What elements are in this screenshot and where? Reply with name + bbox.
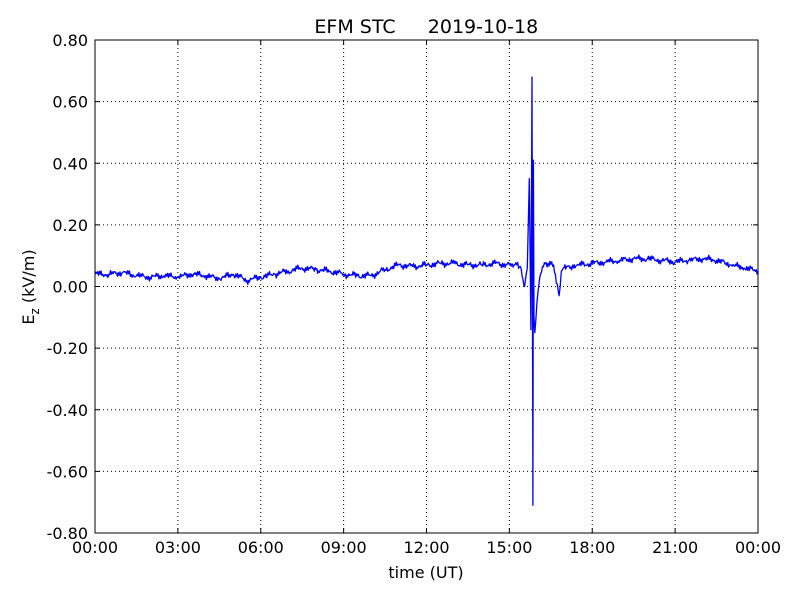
- y-tick-label: 0.40: [52, 154, 88, 173]
- y-axis-label: Ez (kV/m): [19, 249, 42, 324]
- x-tick-label: 09:00: [321, 538, 367, 557]
- chart-title: EFM STC: [314, 16, 395, 38]
- y-tick-label: 0.60: [52, 93, 88, 112]
- x-tick-label: 00:00: [735, 538, 781, 557]
- x-tick-label: 06:00: [238, 538, 284, 557]
- y-tick-label: -0.40: [47, 401, 88, 420]
- x-tick-label: 18:00: [569, 538, 615, 557]
- x-tick-label: 15:00: [486, 538, 532, 557]
- y-axis-label-unit: (kV/m): [19, 249, 38, 308]
- y-tick-label: 0.20: [52, 216, 88, 235]
- plot-frame: [94, 39, 759, 534]
- y-tick-label: 0.00: [52, 278, 88, 297]
- y-axis-label-subscript: z: [28, 308, 42, 314]
- series-line: [94, 76, 759, 506]
- y-tick-label: 0.80: [52, 31, 88, 50]
- y-tick-label: -0.20: [47, 339, 88, 358]
- y-axis-label-main: E: [19, 314, 38, 324]
- y-tick-label: -0.80: [47, 524, 88, 543]
- series-group: [94, 76, 759, 506]
- x-tick-label: 03:00: [155, 538, 201, 557]
- x-axis-label: time (UT): [388, 563, 463, 582]
- x-tick-label: 21:00: [652, 538, 698, 557]
- x-tick-label: 00:00: [72, 538, 118, 557]
- x-tick-label: 12:00: [403, 538, 449, 557]
- chart-date: 2019-10-18: [428, 16, 538, 38]
- axis-ticks: 00:00 03:00 06:00 09:00 12:00 15:00 18:00 21:00…: [47, 31, 781, 557]
- y-tick-label: -0.60: [47, 462, 88, 481]
- grid-lines: [95, 40, 758, 533]
